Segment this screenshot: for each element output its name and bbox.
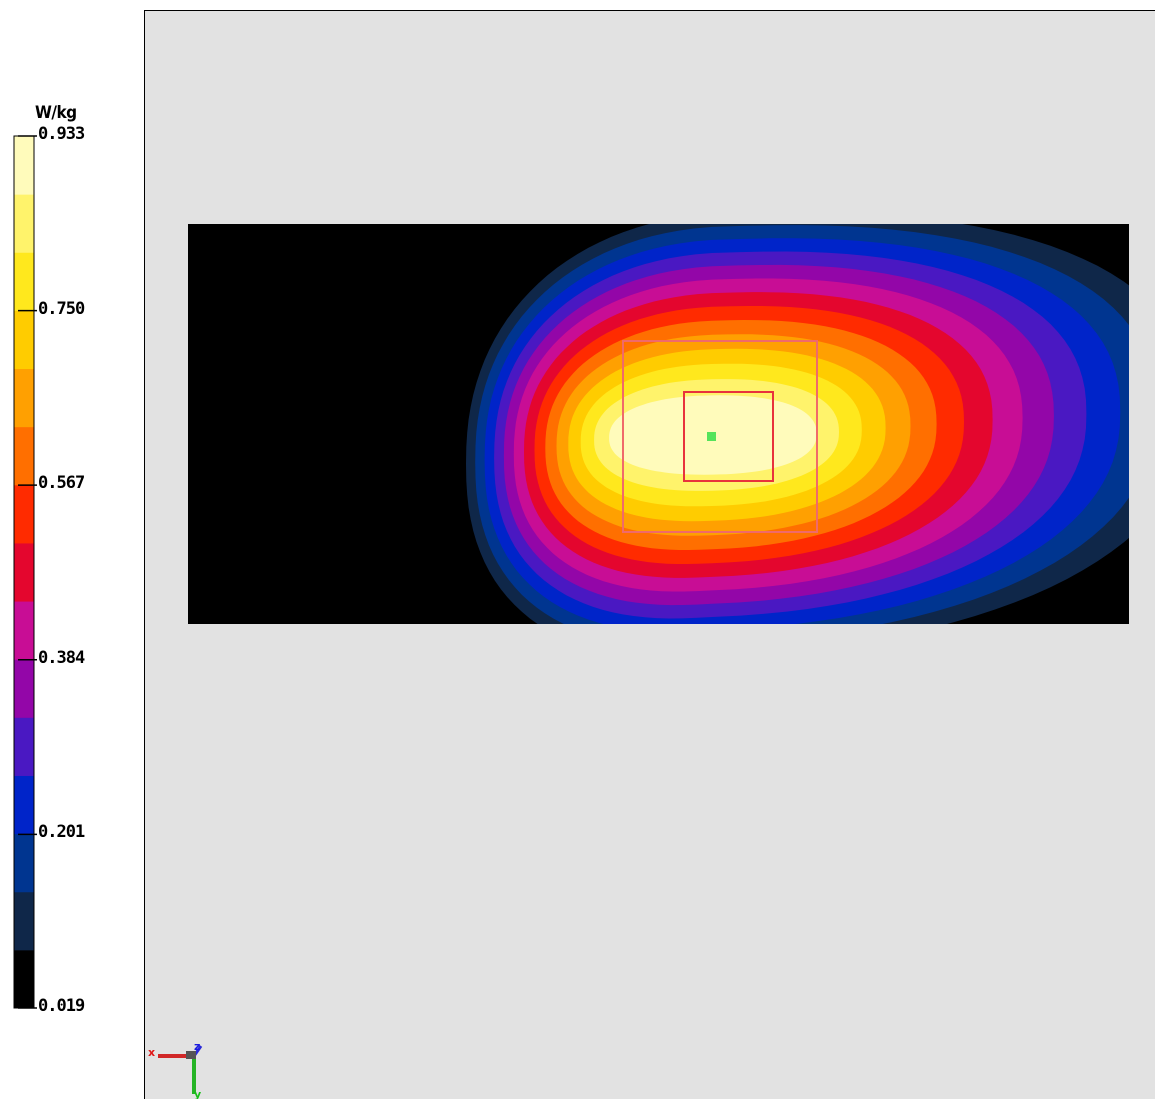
legend-band-14 <box>14 136 34 195</box>
zoom-scan-box <box>683 391 774 482</box>
legend-band-3 <box>14 775 34 835</box>
legend-band-13 <box>14 194 34 253</box>
legend-band-5 <box>14 659 34 718</box>
z-axis-label: z <box>194 1040 200 1053</box>
plot-viewport[interactable] <box>144 10 1155 1099</box>
legend-band-4 <box>14 717 34 776</box>
legend-band-7 <box>14 542 34 602</box>
legend-band-10 <box>14 368 34 428</box>
legend-unit-label: W/kg <box>35 103 77 123</box>
legend-band-8 <box>14 484 34 544</box>
legend-tick-label: 0.750 <box>38 298 85 319</box>
legend-band-6 <box>14 601 34 660</box>
legend-tick-label: 0.019 <box>38 996 85 1016</box>
legend-color-bar <box>13 135 37 1009</box>
triad-origin <box>186 1051 196 1059</box>
legend-band-0 <box>14 949 34 1009</box>
legend-tick-label: 0.933 <box>38 124 85 144</box>
peak-marker <box>707 432 716 441</box>
legend-tick-label: 0.567 <box>38 473 85 494</box>
legend-band-12 <box>14 252 34 311</box>
sar-distribution-map[interactable] <box>145 11 1155 1100</box>
x-axis-label: x <box>148 1046 155 1059</box>
sar-contour-levels <box>466 224 1129 624</box>
legend-band-9 <box>14 426 34 486</box>
legend-tick-label: 0.384 <box>38 647 85 668</box>
legend-band-11 <box>14 310 34 370</box>
y-axis-label: y <box>194 1088 201 1099</box>
color-legend: W/kg 0.933 0.750 0.567 0.384 0.201 0.019 <box>0 0 145 1099</box>
legend-tick-label: 0.201 <box>38 822 85 843</box>
axis-orientation-triad: x z y <box>148 1040 203 1099</box>
legend-band-2 <box>14 833 34 893</box>
coarse-scan-box <box>622 340 818 533</box>
legend-band-1 <box>14 891 34 951</box>
